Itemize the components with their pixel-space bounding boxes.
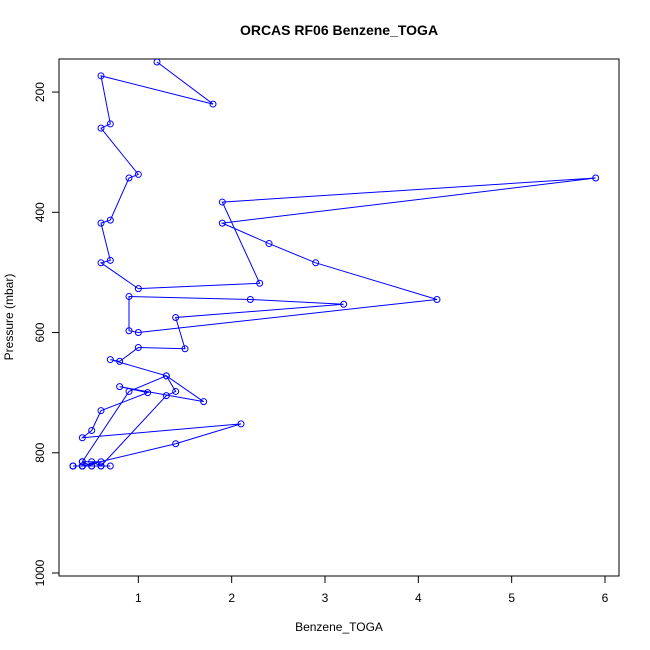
data-point xyxy=(97,407,105,415)
series-line xyxy=(73,61,596,467)
data-point xyxy=(162,392,170,400)
data-point xyxy=(125,327,133,335)
data-point xyxy=(97,72,105,80)
data-point xyxy=(433,295,441,303)
data-point xyxy=(106,462,114,470)
data-point xyxy=(88,458,96,466)
data-point xyxy=(88,427,96,435)
chart-title: ORCAS RF06 Benzene_TOGA xyxy=(240,22,438,38)
data-point xyxy=(340,300,348,308)
data-point xyxy=(134,170,142,178)
data-point xyxy=(312,259,320,267)
data-point xyxy=(256,279,264,287)
data-point xyxy=(209,100,217,108)
data-point xyxy=(69,462,77,470)
data-point xyxy=(592,174,600,182)
x-axis-label: Benzene_TOGA xyxy=(295,620,383,634)
data-point xyxy=(134,285,142,293)
data-point xyxy=(237,420,245,428)
data-point xyxy=(144,389,152,397)
data-point xyxy=(78,462,86,470)
x-tick-label: 6 xyxy=(602,591,609,605)
y-tick-label: 1000 xyxy=(33,559,47,586)
data-point xyxy=(97,462,105,470)
data-point xyxy=(125,387,133,395)
data-point xyxy=(125,174,133,182)
x-tick-label: 2 xyxy=(228,591,235,605)
series-group xyxy=(69,59,600,470)
data-point xyxy=(246,295,254,303)
x-tick-label: 1 xyxy=(135,591,142,605)
x-axis: 1 2 3 4 5 6 xyxy=(135,575,609,605)
data-point xyxy=(88,462,96,470)
x-tick-label: 3 xyxy=(322,591,329,605)
data-point xyxy=(218,198,226,206)
data-point xyxy=(106,356,114,364)
data-point xyxy=(97,259,105,267)
data-point xyxy=(134,329,142,337)
data-point xyxy=(134,344,142,352)
y-tick-label: 600 xyxy=(33,322,47,342)
y-tick-label: 400 xyxy=(33,202,47,222)
data-point xyxy=(200,398,208,406)
data-point xyxy=(106,256,114,264)
x-tick-label: 5 xyxy=(508,591,515,605)
plot-frame xyxy=(58,58,620,577)
y-tick-label: 800 xyxy=(33,442,47,462)
data-point xyxy=(106,216,114,224)
data-point xyxy=(172,440,180,448)
data-point xyxy=(172,314,180,321)
data-point xyxy=(97,219,105,227)
data-point xyxy=(125,292,133,300)
y-tick-label: 200 xyxy=(33,82,47,102)
data-point xyxy=(218,219,226,227)
y-axis-label: Pressure (mbar) xyxy=(2,274,16,361)
series-layer xyxy=(69,59,600,470)
data-point xyxy=(162,372,170,380)
data-point xyxy=(181,345,189,353)
data-point xyxy=(97,124,105,132)
data-point xyxy=(172,387,180,395)
data-point xyxy=(116,357,124,365)
data-point xyxy=(106,120,114,128)
data-point xyxy=(265,240,273,248)
data-point xyxy=(78,434,86,442)
data-point xyxy=(116,383,124,391)
y-axis: 200 400 600 800 1000 xyxy=(33,82,60,586)
data-point xyxy=(97,458,105,466)
x-tick-label: 4 xyxy=(415,591,422,605)
data-point xyxy=(78,458,86,466)
data-point xyxy=(153,59,161,66)
